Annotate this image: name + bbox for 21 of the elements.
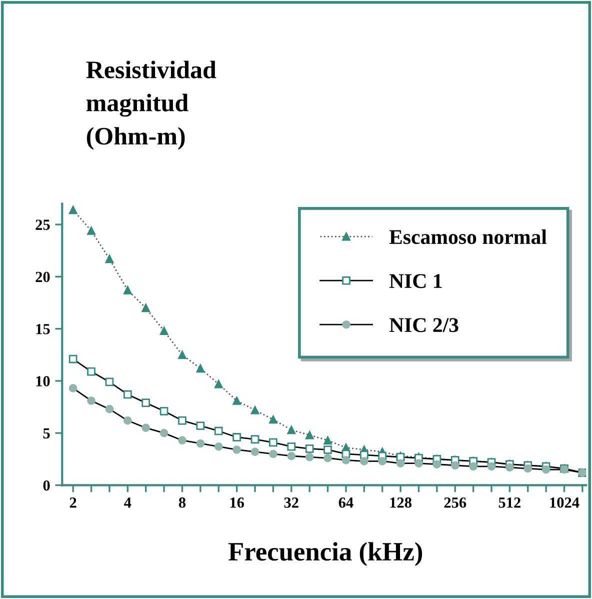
y-tick-label: 25 bbox=[36, 220, 50, 230]
legend-label: NIC 2/3 bbox=[389, 318, 458, 332]
y-tick-label: 5 bbox=[43, 428, 50, 439]
x-tick-label: 512 bbox=[498, 497, 520, 508]
x-tick-label: 1024 bbox=[550, 497, 580, 508]
x-tick-label: 128 bbox=[390, 497, 412, 508]
x-axis-title: Frecuencia (kHz) bbox=[228, 542, 422, 566]
x-tick-label: 64 bbox=[338, 497, 354, 508]
y-tick-label: 10 bbox=[36, 376, 50, 386]
y-tick-label: 0 bbox=[43, 480, 50, 491]
x-tick-label: 4 bbox=[124, 498, 132, 508]
chart-title: Resistividad magnitud (Ohm-m) bbox=[86, 60, 216, 150]
y-tick-label: 20 bbox=[36, 272, 50, 282]
x-tick-label: 8 bbox=[178, 497, 186, 508]
legend-label: Escamoso normal bbox=[389, 229, 547, 244]
x-tick-label: 16 bbox=[230, 497, 244, 508]
y-tick-label: 15 bbox=[36, 324, 50, 334]
x-tick-label: 32 bbox=[284, 497, 298, 508]
legend-label: NIC 1 bbox=[389, 274, 442, 288]
x-tick-label: 2 bbox=[70, 497, 76, 508]
x-tick-label: 256 bbox=[444, 497, 466, 508]
